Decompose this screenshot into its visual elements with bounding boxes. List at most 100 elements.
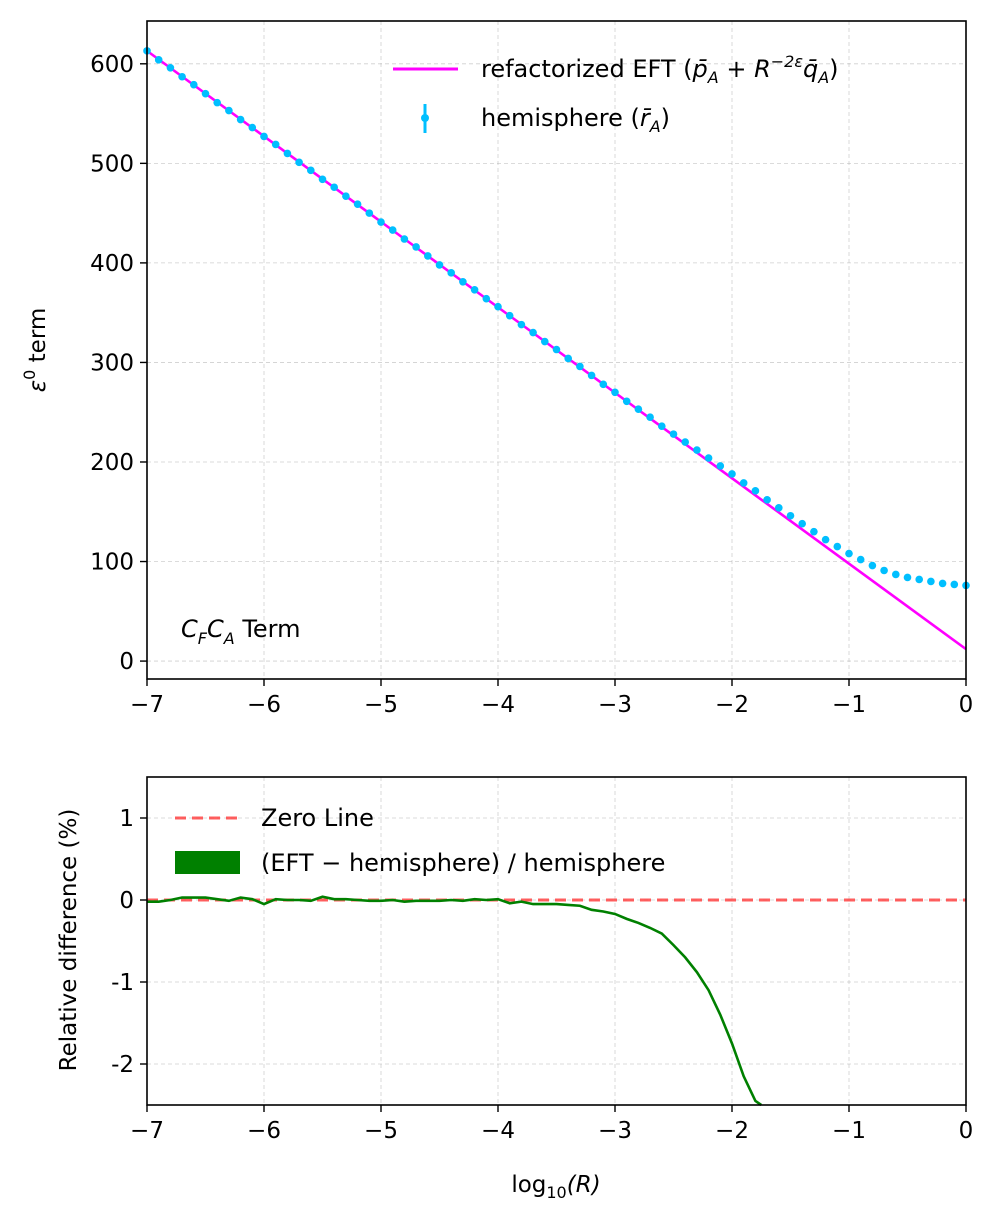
hemisphere-point bbox=[775, 503, 783, 512]
top-panel: −7 −6 −5 −4 −3 −2 −1 0 0 100 200 300 400 500 600 ε0 t… bbox=[20, 20, 973, 718]
hemisphere-point bbox=[728, 470, 736, 478]
legend-zero-line-label: Zero Line bbox=[261, 804, 374, 832]
hemisphere-point bbox=[634, 405, 643, 414]
hemisphere-point bbox=[716, 462, 725, 470]
hemisphere-point bbox=[271, 140, 280, 149]
hemisphere-point bbox=[178, 72, 186, 81]
top-x-tick-label: −1 bbox=[832, 692, 866, 718]
top-y-ticks: 0 100 200 300 400 500 600 bbox=[90, 52, 147, 675]
hemisphere-point bbox=[154, 56, 163, 64]
hemisphere-point bbox=[353, 200, 362, 208]
hemisphere-point bbox=[611, 388, 619, 397]
top-y-tick-label: 400 bbox=[90, 251, 134, 277]
bottom-x-tick-label: −3 bbox=[598, 1118, 632, 1144]
hemisphere-point bbox=[821, 535, 830, 544]
hemisphere-point bbox=[225, 106, 233, 115]
hemisphere-point bbox=[599, 380, 608, 389]
hemisphere-point bbox=[868, 561, 877, 570]
hemisphere-point bbox=[412, 243, 420, 251]
legend-hemisphere-label: hemisphere (r̄A) bbox=[481, 104, 670, 136]
hemisphere-point bbox=[388, 226, 397, 234]
hemisphere-point bbox=[529, 328, 537, 337]
top-x-tick-label: −2 bbox=[715, 692, 749, 718]
hemisphere-point bbox=[693, 446, 701, 454]
hemisphere-point bbox=[307, 166, 315, 175]
top-x-tick-label: −4 bbox=[481, 692, 515, 718]
hemisphere-point bbox=[810, 527, 818, 536]
hemisphere-point bbox=[658, 422, 666, 430]
hemisphere-point bbox=[892, 570, 900, 579]
bottom-y-ticks: 1 0 -1 -2 bbox=[111, 806, 147, 1078]
hemisphere-point bbox=[365, 209, 374, 217]
hemisphere-point bbox=[166, 63, 175, 72]
hemisphere-point bbox=[283, 149, 292, 158]
bottom-y-tick-label: -1 bbox=[111, 970, 134, 996]
hemisphere-point bbox=[622, 397, 631, 406]
bottom-y-axis-label: Relative difference (%) bbox=[56, 809, 82, 1072]
hemisphere-point bbox=[587, 371, 596, 380]
relative-difference-series-line bbox=[147, 895, 762, 1107]
top-series bbox=[143, 47, 970, 651]
hemisphere-point bbox=[236, 115, 245, 124]
legend-eft-label: refactorized EFT (p̄A + R−2εq̄A) bbox=[481, 52, 839, 87]
bottom-y-tick-label: 0 bbox=[119, 888, 134, 914]
hemisphere-point bbox=[786, 511, 795, 520]
bottom-x-tick-label: −4 bbox=[481, 1118, 515, 1144]
bottom-x-tick-label: −1 bbox=[832, 1118, 866, 1144]
hemisphere-point bbox=[552, 345, 561, 354]
legend-relative-difference-swatch bbox=[175, 851, 240, 874]
hemisphere-point bbox=[763, 496, 771, 504]
top-x-tick-label: −3 bbox=[598, 692, 632, 718]
hemisphere-point bbox=[318, 175, 327, 184]
hemisphere-point bbox=[927, 577, 935, 586]
hemisphere-point bbox=[505, 311, 514, 320]
top-x-tick-label: 0 bbox=[959, 692, 974, 718]
hemisphere-point bbox=[435, 261, 444, 269]
top-x-tick-label: −6 bbox=[247, 692, 281, 718]
bottom-y-tick-label: 1 bbox=[119, 806, 134, 832]
top-y-axis-label: ε0 term bbox=[20, 308, 51, 393]
top-y-tick-label: 100 bbox=[90, 550, 134, 576]
hemisphere-point bbox=[424, 252, 432, 260]
hemisphere-point bbox=[704, 454, 713, 462]
hemisphere-point bbox=[470, 285, 479, 294]
bottom-x-axis-label: log10(R) bbox=[511, 1172, 600, 1202]
hemisphere-point bbox=[342, 192, 350, 201]
bottom-x-tick-label: −2 bbox=[715, 1118, 749, 1144]
bottom-panel: −7 −6 −5 −4 −3 −2 −1 0 1 0 -1 -2 Relative differen… bbox=[56, 776, 973, 1202]
top-legend: refactorized EFT (p̄A + R−2εq̄A) hemisph… bbox=[393, 52, 839, 136]
hemisphere-point bbox=[915, 575, 923, 584]
hemisphere-point bbox=[190, 80, 198, 89]
hemisphere-point bbox=[459, 278, 467, 286]
top-y-tick-label: 0 bbox=[119, 649, 134, 675]
bottom-series bbox=[147, 895, 966, 1107]
top-y-tick-label: 500 bbox=[90, 151, 134, 177]
hemisphere-point bbox=[856, 555, 865, 564]
hemisphere-series-points bbox=[143, 47, 970, 590]
top-annotation-term: CFCA Term bbox=[181, 615, 301, 648]
hemisphere-point bbox=[880, 566, 888, 575]
hemisphere-point bbox=[400, 235, 409, 243]
bottom-y-tick-label: -2 bbox=[111, 1052, 134, 1078]
bottom-x-tick-label: −7 bbox=[130, 1118, 164, 1144]
hemisphere-point bbox=[447, 269, 456, 277]
hemisphere-point bbox=[201, 89, 210, 98]
hemisphere-point bbox=[260, 132, 268, 141]
hemisphere-point bbox=[482, 294, 491, 303]
hemisphere-point bbox=[903, 573, 912, 582]
bottom-x-tick-label: 0 bbox=[959, 1118, 974, 1144]
legend-hemisphere-marker bbox=[421, 114, 429, 122]
top-y-tick-label: 200 bbox=[90, 450, 134, 476]
top-x-ticks: −7 −6 −5 −4 −3 −2 −1 0 bbox=[130, 679, 973, 718]
hemisphere-point bbox=[950, 580, 959, 589]
hemisphere-point bbox=[646, 413, 654, 421]
hemisphere-point bbox=[330, 183, 339, 192]
top-y-tick-label: 300 bbox=[90, 350, 134, 376]
hemisphere-point bbox=[669, 430, 678, 438]
hemisphere-point bbox=[295, 158, 303, 167]
hemisphere-point bbox=[517, 320, 526, 329]
bottom-x-ticks: −7 −6 −5 −4 −3 −2 −1 0 bbox=[130, 1105, 973, 1144]
hemisphere-point bbox=[377, 218, 385, 226]
